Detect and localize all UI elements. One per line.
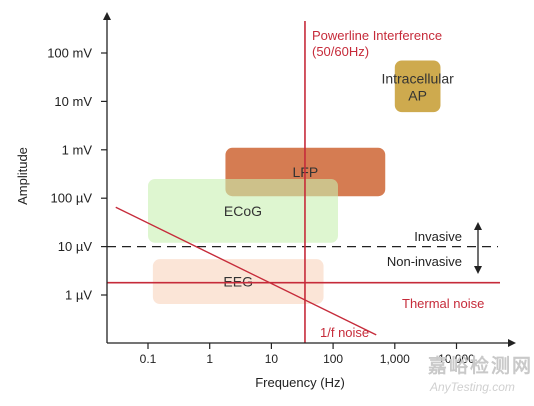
watermark-main: 嘉峪检测网	[427, 354, 533, 377]
region-eeg	[152, 259, 324, 305]
watermark-sub: AnyTesting.com	[429, 380, 515, 394]
region-label-eeg: EEG	[223, 274, 253, 290]
x-tick-label: 10,000	[438, 352, 475, 366]
y-tick-label: 10 µV	[58, 239, 93, 254]
y-tick-label: 100 mV	[47, 46, 92, 61]
powerline-label: Powerline Interference (50/60Hz)	[312, 28, 446, 59]
y-tick-label: 1 µV	[65, 288, 92, 303]
y-ticks: 100 mV 10 mV 1 mV 100 µV 10 µV 1 µV	[47, 46, 107, 303]
thermal-noise-label: Thermal noise	[402, 296, 484, 311]
region-label-intracellular-ap: Intracellular AP	[381, 70, 454, 103]
region-label-line: AP	[408, 87, 427, 103]
x-ticks: 0.1 1 10 100 1,000 10,000	[140, 343, 475, 366]
powerline-label-line-2: (50/60Hz)	[312, 44, 369, 59]
region-label-line: EEG	[223, 274, 253, 290]
x-tick-label: 1	[206, 352, 213, 366]
region-ecog	[148, 178, 338, 243]
x-axis-title: Frequency (Hz)	[255, 375, 345, 390]
region-intracellular-ap	[394, 60, 441, 113]
x-tick-label: 10	[265, 352, 279, 366]
y-tick-label: 1 mV	[62, 142, 93, 157]
region-label-line: Intracellular	[381, 70, 454, 86]
invasive-label: Invasive	[414, 229, 462, 244]
x-tick-label: 0.1	[140, 352, 157, 366]
y-tick-label: 100 µV	[51, 191, 93, 206]
x-tick-label: 100	[323, 352, 343, 366]
one-over-f-noise-label: 1/f noise	[320, 325, 369, 340]
non-invasive-label: Non-invasive	[387, 254, 462, 269]
powerline-label-line-1: Powerline Interference	[312, 28, 442, 43]
region-label-line: ECoG	[224, 203, 262, 219]
x-tick-label: 1,000	[380, 352, 410, 366]
region-label-ecog: ECoG	[224, 203, 262, 219]
one-over-f-noise-line	[115, 206, 377, 336]
y-tick-label: 10 mV	[54, 94, 92, 109]
y-axis-title: Amplitude	[15, 147, 30, 205]
noise-lines-layer	[107, 21, 500, 343]
